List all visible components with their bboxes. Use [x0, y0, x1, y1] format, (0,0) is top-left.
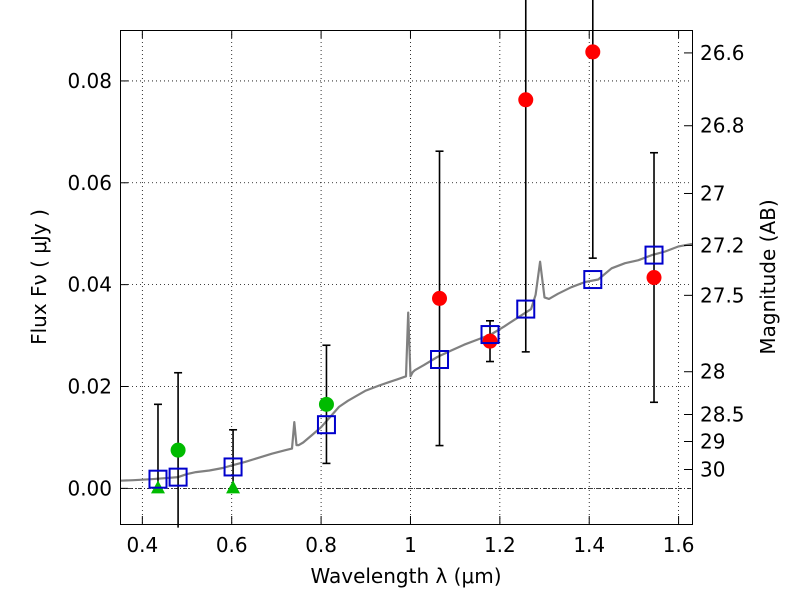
- magnitude-tick-label: 30: [700, 458, 725, 482]
- magnitude-tick-label: 27.2: [700, 233, 745, 257]
- magnitude-tick-label: 26.6: [700, 41, 745, 65]
- plot-frame: [120, 30, 693, 525]
- model-photometry-square: [168, 467, 188, 487]
- y-tick-label: 0.08: [67, 69, 112, 93]
- x-tick-label: 1: [404, 533, 417, 557]
- x-tick-label: 1.4: [573, 533, 605, 557]
- model-photometry-square: [480, 325, 500, 345]
- y-axis-ticks: 0.00 0.02 0.04 0.06 0.08: [67, 69, 128, 500]
- magnitude-tick-label: 27.5: [700, 283, 745, 307]
- model-photometry-square: [223, 457, 243, 477]
- model-photometry-square: [516, 299, 536, 319]
- model-photometry-square: [583, 270, 603, 290]
- marginal-point: [170, 442, 186, 458]
- magnitude-tick-label: 27: [700, 181, 725, 205]
- detection-point: [432, 290, 448, 306]
- detection-point: [518, 92, 534, 108]
- x-tick-label: 0.6: [216, 533, 248, 557]
- model-photometry-square: [644, 245, 664, 265]
- marginal-point: [318, 396, 334, 412]
- grid: [120, 30, 692, 524]
- x-axis-title: Wavelength λ (μm): [310, 564, 501, 588]
- model-photometry-square: [148, 469, 168, 489]
- model-spectrum: [119, 242, 693, 482]
- detection-point: [482, 333, 498, 349]
- y-tick-label: 0.04: [67, 273, 112, 297]
- y-tick-label: 0.00: [67, 476, 112, 500]
- detection-point: [646, 270, 662, 286]
- magnitude-axis-title: Magnitude (AB): [756, 199, 780, 354]
- magnitude-tick-label: 28.5: [700, 403, 745, 427]
- model-photometry-square: [316, 415, 336, 435]
- y-axis-title: Flux Fν ( μJy ): [27, 209, 51, 345]
- x-tick-label: 1.6: [663, 533, 695, 557]
- x-tick-label: 0.8: [305, 533, 337, 557]
- magnitude-axis-ticks: 26.6 26.8 27 27.2 27.5 28 28.529 30: [684, 41, 745, 482]
- magnitude-tick-label: 26.8: [700, 114, 745, 138]
- x-tick-label: 1.2: [484, 533, 516, 557]
- error-bars: [153, 0, 659, 528]
- upper-limit-marker: [226, 480, 241, 494]
- model-spectrum-line: [119, 242, 693, 482]
- magnitude-tick-label: 29: [700, 429, 725, 453]
- model-photometry-square: [430, 350, 450, 370]
- detection-point: [585, 44, 601, 60]
- data-markers: [148, 44, 664, 494]
- x-tick-label: 0.4: [126, 533, 158, 557]
- magnitude-tick-label: 28: [700, 360, 725, 384]
- y-tick-label: 0.06: [67, 171, 112, 195]
- x-axis-ticks: 0.4 0.6 0.8 1 1.2 1.4 1.6: [126, 30, 695, 557]
- y-tick-label: 0.02: [67, 374, 112, 398]
